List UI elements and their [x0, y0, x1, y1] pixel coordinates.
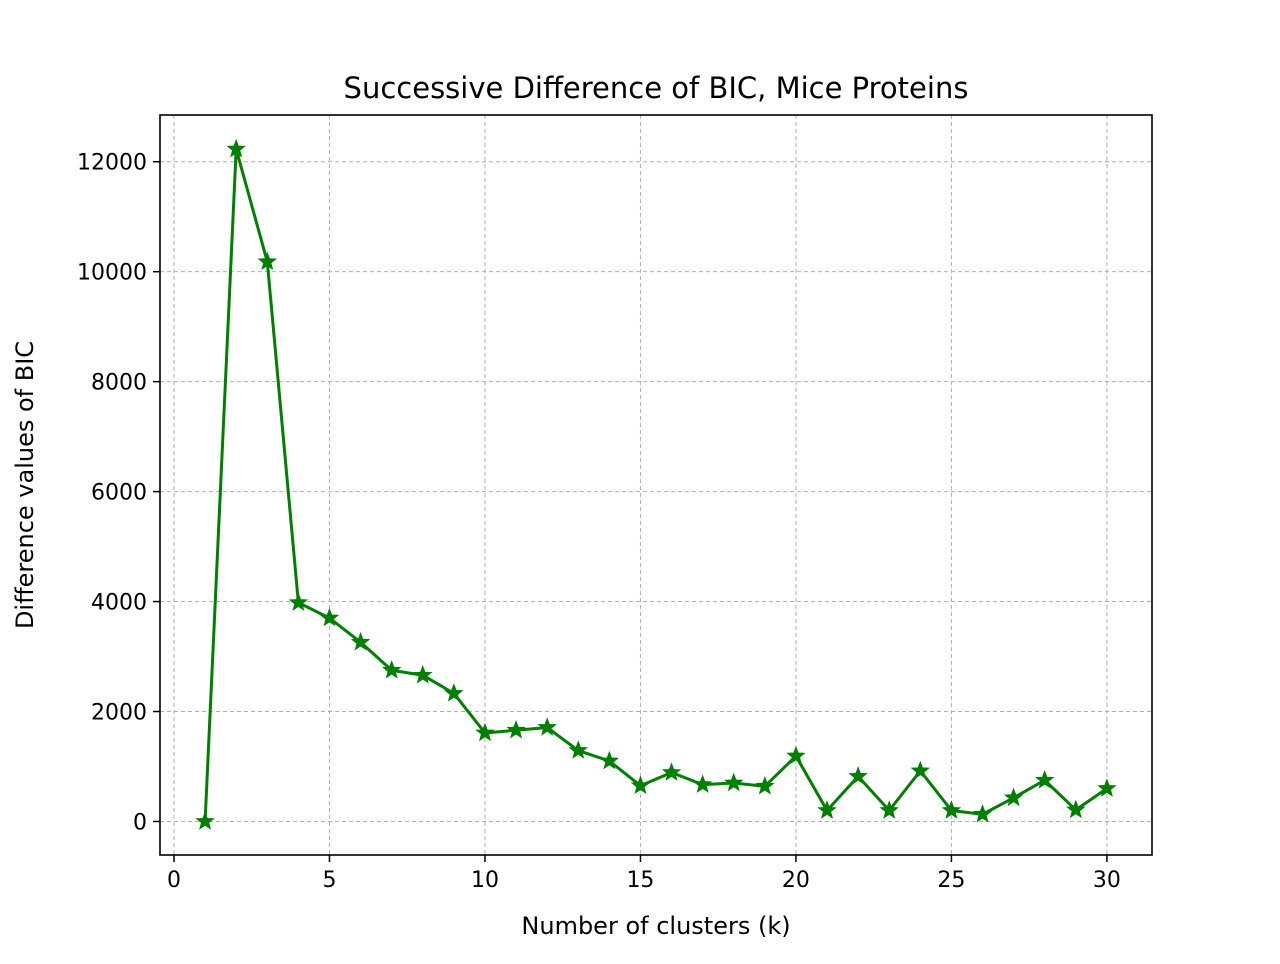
data-point-star: [724, 772, 744, 792]
data-point-star: [692, 774, 713, 793]
series-line: [203, 147, 1109, 823]
data-point-star: [1003, 787, 1024, 807]
data-point-star: [661, 762, 682, 781]
data-point-star: [195, 811, 215, 830]
plot-frame: [159, 114, 1153, 856]
y-tick-label: 6000: [91, 481, 147, 506]
data-point-star: [941, 800, 962, 819]
data-point-star: [506, 720, 526, 739]
y-tick-label: 10000: [77, 261, 147, 286]
data-point-star: [381, 660, 402, 679]
x-tick-label: 10: [471, 868, 499, 893]
data-point-star: [1066, 799, 1086, 819]
data-point-star: [226, 138, 246, 158]
data-point-star: [475, 722, 495, 742]
data-point-star: [413, 665, 433, 684]
data-point-star: [288, 592, 309, 611]
data-point-star: [599, 750, 620, 770]
data-point-star: [257, 251, 277, 271]
x-tick-label: 25: [937, 868, 965, 893]
data-point-star: [350, 632, 371, 651]
y-axis-label: Difference values of BIC: [11, 341, 39, 629]
data-point-star: [1035, 770, 1055, 789]
data-point-star: [1097, 778, 1117, 797]
data-point-star: [972, 804, 993, 823]
y-tick-label: 4000: [91, 591, 147, 616]
y-tick-label: 2000: [91, 701, 147, 726]
data-point-star: [910, 760, 931, 780]
y-tick-label: 12000: [77, 151, 147, 176]
x-tick-label: 30: [1093, 868, 1121, 893]
data-point-star: [537, 717, 557, 736]
data-point-star: [568, 740, 588, 759]
chart-title: Successive Difference of BIC, Mice Prote…: [344, 71, 969, 105]
data-point-star: [755, 776, 775, 795]
x-tick-label: 0: [167, 868, 181, 893]
x-tick-label: 5: [322, 868, 336, 893]
data-point-star: [879, 800, 899, 819]
data-point-star: [319, 607, 340, 627]
data-point-star: [817, 800, 837, 819]
series-layer: [195, 138, 1117, 830]
x-axis-label: Number of clusters (k): [521, 912, 790, 940]
data-point-star: [786, 745, 806, 765]
y-tick-label: 8000: [91, 371, 147, 396]
x-tick-label: 15: [626, 868, 654, 893]
y-tick-label: 0: [133, 810, 147, 835]
data-point-star: [848, 766, 868, 785]
data-point-star: [630, 775, 651, 794]
x-tick-label: 20: [782, 868, 810, 893]
data-point-star: [444, 683, 464, 702]
tick-layer: 0 5 10 15 20 25 30 0 2000 4000 6000 8000 10000 12000: [77, 151, 1121, 893]
